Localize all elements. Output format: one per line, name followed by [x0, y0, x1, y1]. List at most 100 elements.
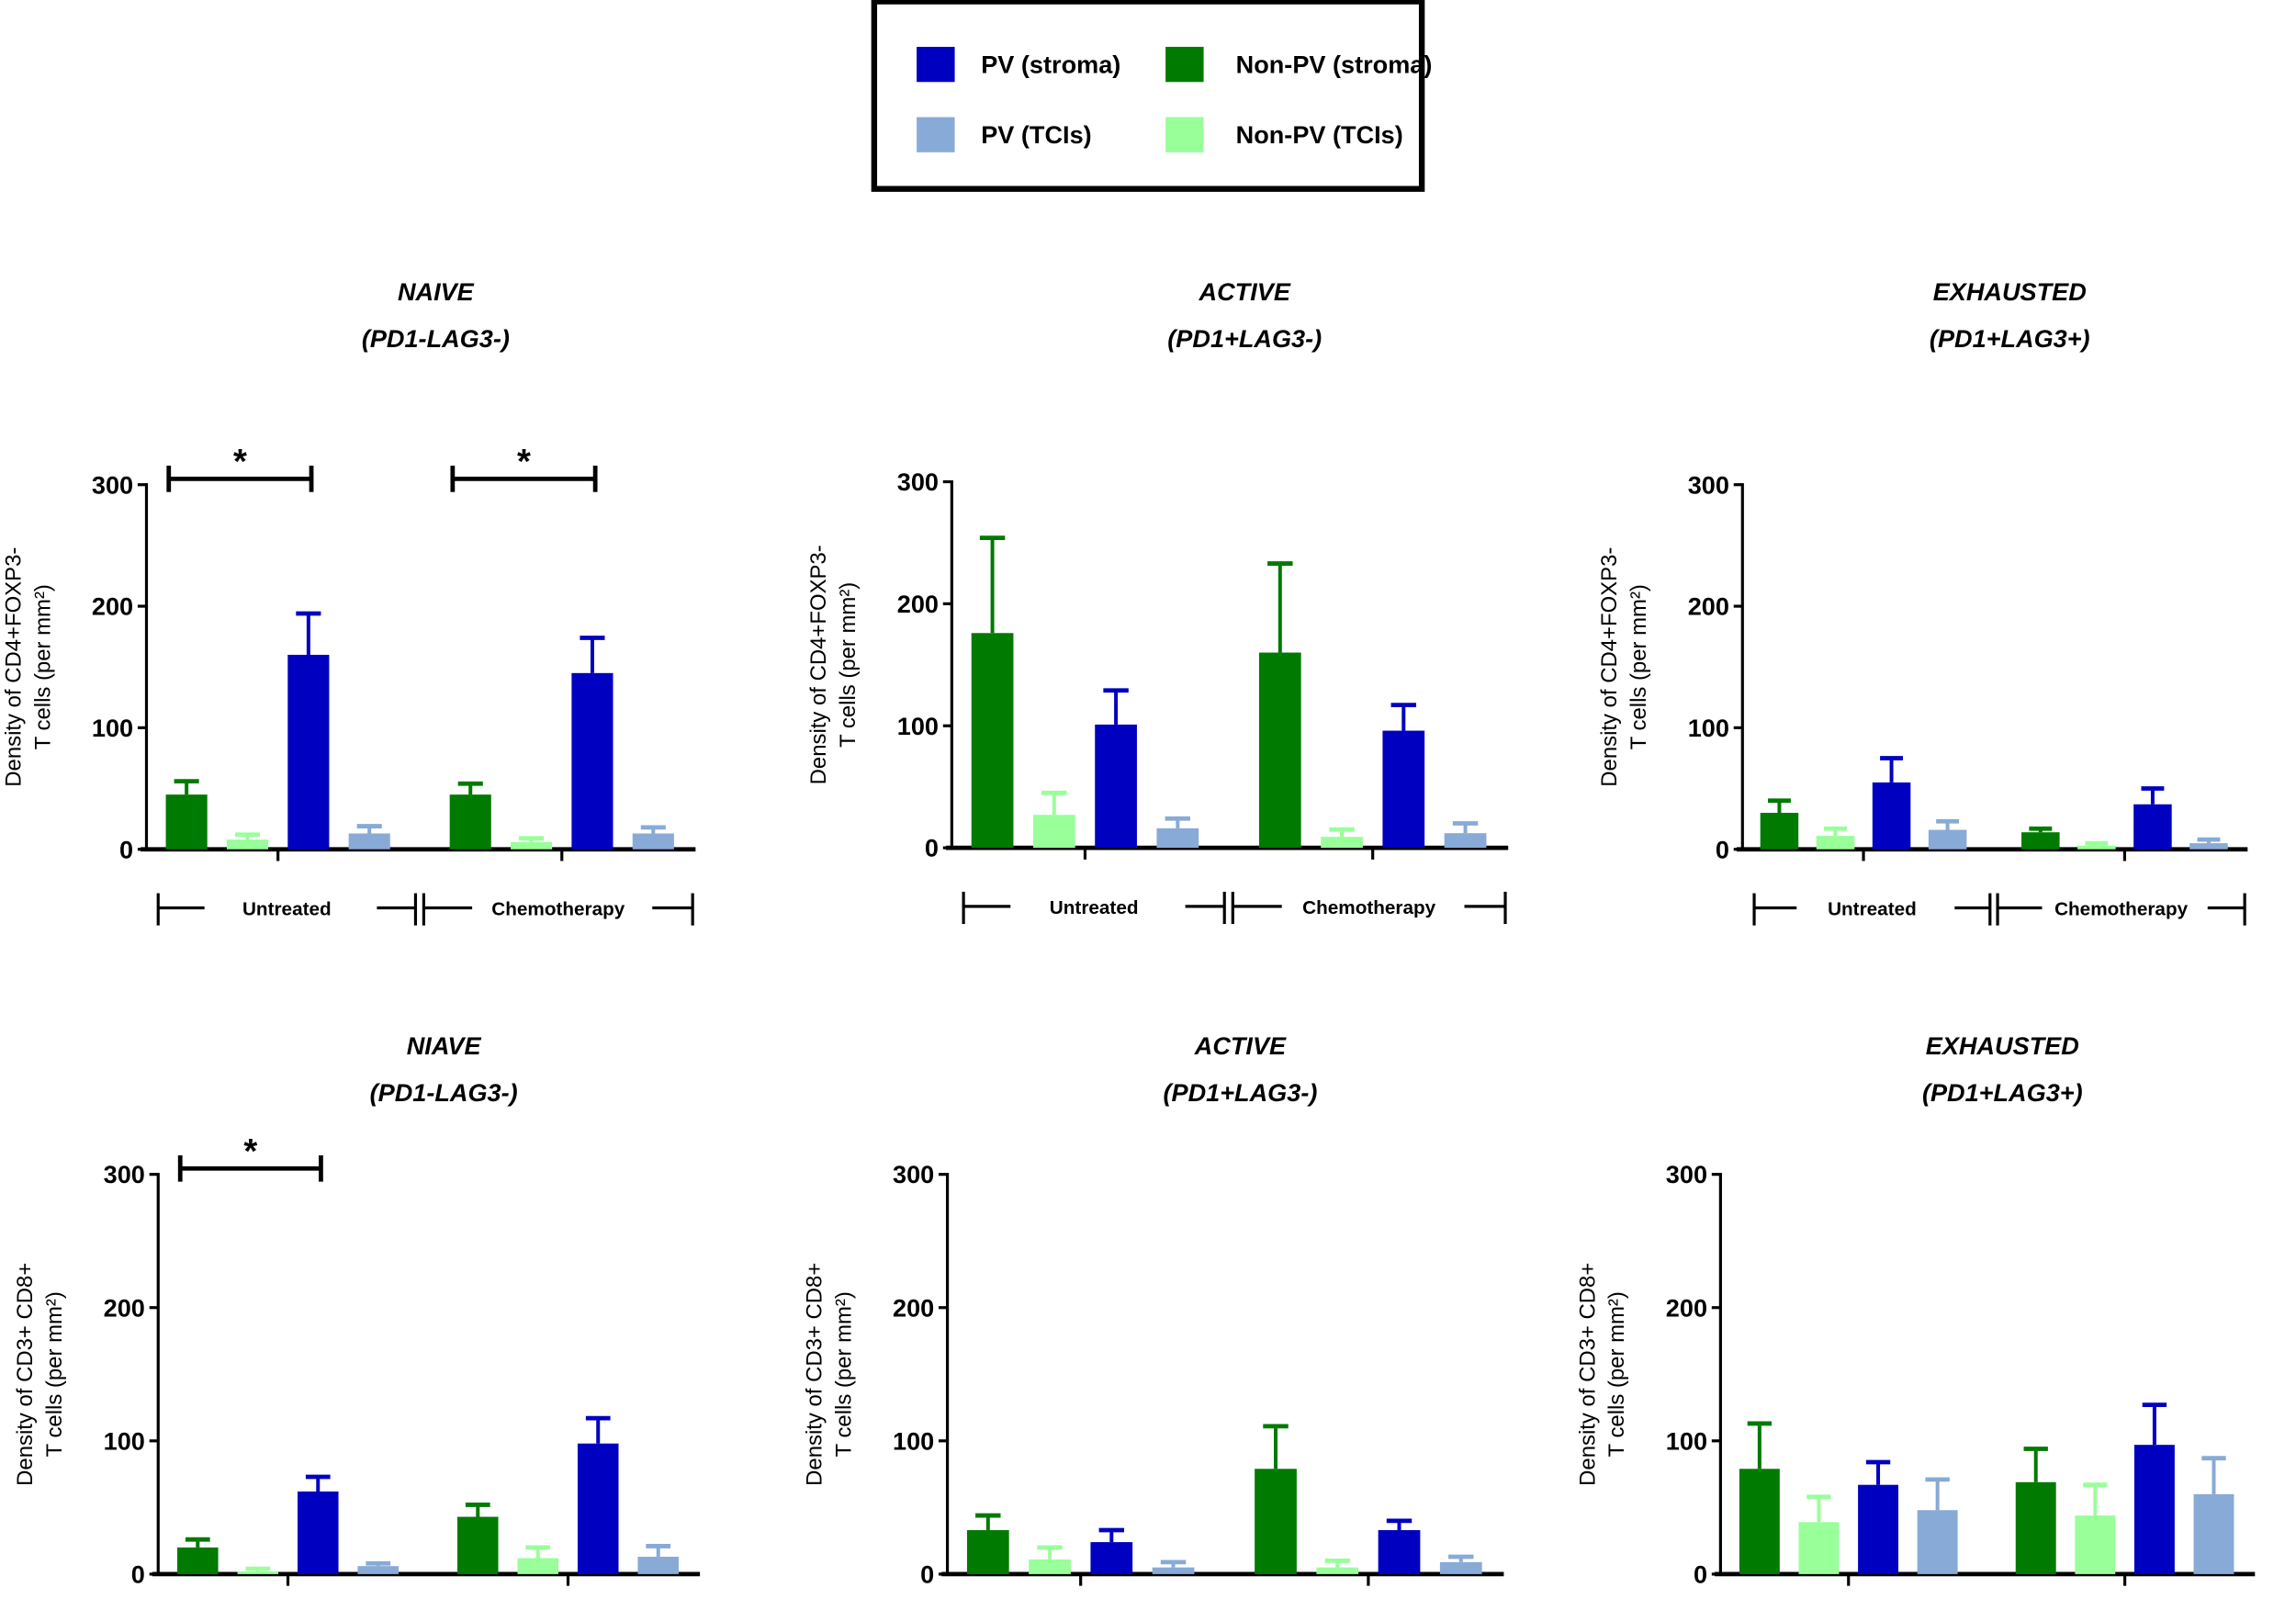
- bar-non-pv-stroma-chemotherapy: [1258, 652, 1301, 849]
- y-axis-label-line2: T cells (per mm²): [30, 584, 55, 749]
- y-axis-label-line2: T cells (per mm²): [836, 582, 861, 748]
- chart-panel-5: ACTIVE (PD1+LAG3-) Density of CD3+ CD8+ T c…: [802, 1031, 1504, 1588]
- chart-title-line1: EXHAUSTED: [1926, 1031, 2079, 1060]
- y-axis-label-line2: T cells (per mm²): [1626, 584, 1651, 749]
- bar-non-pv-stroma-untreated: [971, 633, 1014, 849]
- bar-non-pv-tcis-chemotherapy: [2075, 1515, 2116, 1574]
- y-axis-label-line2: T cells (per mm²): [831, 1291, 856, 1457]
- significance-star: *: [517, 442, 531, 481]
- y-tick-label: 0: [131, 1560, 145, 1588]
- chart-title-line2: (PD1+LAG3+): [1930, 324, 2090, 353]
- group-label-chemotherapy: Chemotherapy: [2054, 898, 2189, 919]
- bar-non-pv-stroma-chemotherapy: [457, 1516, 499, 1574]
- group-label-chemotherapy: Chemotherapy: [1302, 897, 1436, 918]
- y-tick-label: 0: [1716, 835, 1729, 863]
- legend-label-nonpv-stroma: Non-PV (stroma): [1236, 51, 1433, 79]
- y-axis-label-line2: T cells (per mm²): [1604, 1291, 1629, 1457]
- legend-label-pv-stroma: PV (stroma): [981, 51, 1120, 79]
- bar-pv-stroma-untreated: [1872, 782, 1911, 850]
- y-tick-label: 300: [92, 470, 133, 499]
- y-tick-label: 0: [1694, 1560, 1707, 1588]
- y-tick-label: 100: [104, 1426, 145, 1455]
- y-tick-label: 200: [893, 1293, 934, 1322]
- bar-non-pv-stroma-untreated: [966, 1530, 1009, 1574]
- bar-pv-stroma-untreated: [1090, 1542, 1133, 1574]
- y-tick-label: 300: [897, 467, 939, 496]
- group-label-untreated: Untreated: [242, 898, 332, 919]
- bar-non-pv-stroma-untreated: [165, 794, 208, 850]
- group-label-untreated: Untreated: [1828, 898, 1917, 919]
- bar-pv-stroma-untreated: [1858, 1484, 1899, 1574]
- y-axis-label-line2: T cells (per mm²): [42, 1291, 67, 1457]
- chart-title-line2: (PD1+LAG3-): [1164, 1078, 1318, 1107]
- y-tick-label: 300: [893, 1160, 934, 1188]
- bar-pv-stroma-chemotherapy: [2133, 1445, 2175, 1574]
- legend-swatch-pv-stroma: [917, 47, 955, 83]
- y-tick-label: 200: [104, 1293, 145, 1322]
- y-tick-label: 200: [897, 590, 939, 618]
- y-tick-label: 200: [1666, 1293, 1707, 1322]
- bar-pv-tcis-untreated: [1156, 828, 1199, 849]
- bar-non-pv-stroma-untreated: [1739, 1469, 1780, 1574]
- legend-label-pv-tcis: PV (TCIs): [981, 120, 1091, 149]
- y-tick-label: 0: [925, 834, 939, 862]
- bar-non-pv-tcis-untreated: [226, 839, 269, 850]
- bar-pv-tcis-untreated: [348, 833, 390, 850]
- bar-non-pv-tcis-chemotherapy: [511, 841, 553, 850]
- y-axis-label-line1: Density of CD3+ CD8+: [1575, 1263, 1600, 1486]
- bar-pv-tcis-chemotherapy: [632, 833, 674, 850]
- y-tick-label: 0: [920, 1560, 934, 1588]
- bar-pv-tcis-chemotherapy: [1444, 833, 1487, 849]
- bar-pv-stroma-untreated: [287, 654, 330, 850]
- chart-panel-4: NIAVE (PD1-LAG3-) Density of CD3+ CD8+ T ce…: [13, 1031, 701, 1588]
- y-tick-label: 200: [1688, 592, 1729, 621]
- chart-panel-2: ACTIVE (PD1+LAG3-) Density of CD4+FOXP3- T …: [806, 277, 1509, 925]
- bar-non-pv-stroma-untreated: [177, 1547, 219, 1574]
- legend-box: [871, 0, 1425, 192]
- chart-title-line2: (PD1+LAG3-): [1167, 324, 1322, 353]
- y-tick-label: 100: [92, 714, 133, 742]
- y-axis-label-line1: Density of CD4+FOXP3-: [1, 547, 26, 787]
- significance-star: *: [243, 1132, 257, 1171]
- y-tick-label: 100: [1688, 714, 1729, 742]
- bar-non-pv-tcis-chemotherapy: [1316, 1567, 1359, 1574]
- bar-non-pv-tcis-untreated: [1798, 1522, 1840, 1574]
- y-tick-label: 300: [1688, 470, 1729, 499]
- bar-non-pv-tcis-chemotherapy: [2077, 845, 2116, 850]
- chart-title-line2: (PD1-LAG3-): [370, 1078, 518, 1107]
- chart-panel-1: NAIVE (PD1-LAG3-) Density of CD4+FOXP3- T c…: [1, 277, 696, 926]
- y-tick-label: 200: [92, 592, 133, 621]
- bar-pv-stroma-chemotherapy: [577, 1443, 619, 1574]
- y-tick-label: 100: [893, 1426, 934, 1455]
- bar-pv-stroma-untreated: [297, 1491, 339, 1574]
- bar-pv-tcis-chemotherapy: [637, 1557, 679, 1574]
- legend-label-nonpv-tcis: Non-PV (TCIs): [1236, 120, 1403, 149]
- chart-title-line1: NIAVE: [407, 1031, 482, 1060]
- legend-swatch-nonpv-stroma: [1165, 47, 1204, 83]
- chart-title-line1: NAIVE: [398, 277, 475, 306]
- bar-non-pv-stroma-chemotherapy: [2015, 1481, 2056, 1574]
- bar-pv-tcis-untreated: [1152, 1567, 1195, 1574]
- bar-non-pv-tcis-untreated: [1816, 836, 1855, 850]
- chart-title-line2: (PD1+LAG3+): [1922, 1078, 2083, 1107]
- bar-non-pv-tcis-chemotherapy: [517, 1558, 559, 1574]
- bar-pv-tcis-untreated: [1928, 829, 1967, 850]
- bar-non-pv-stroma-chemotherapy: [2021, 832, 2060, 850]
- y-tick-label: 100: [897, 712, 939, 740]
- bar-pv-stroma-chemotherapy: [571, 672, 613, 850]
- chart-title-line2: (PD1-LAG3-): [362, 324, 510, 353]
- legend-swatch-pv-tcis: [917, 117, 955, 152]
- y-tick-label: 300: [104, 1160, 145, 1188]
- legend-swatch-nonpv-tcis: [1165, 117, 1204, 152]
- bar-non-pv-stroma-chemotherapy: [449, 794, 491, 850]
- bar-pv-tcis-chemotherapy: [1439, 1561, 1482, 1574]
- y-tick-label: 100: [1666, 1426, 1707, 1455]
- y-tick-label: 300: [1666, 1160, 1707, 1188]
- y-axis-label-line1: Density of CD4+FOXP3-: [1597, 547, 1622, 787]
- chart-title-line1: EXHAUSTED: [1933, 277, 2087, 306]
- bar-pv-stroma-chemotherapy: [2133, 804, 2172, 850]
- bar-non-pv-tcis-chemotherapy: [1321, 837, 1363, 849]
- y-axis-label-line1: Density of CD3+ CD8+: [13, 1263, 38, 1486]
- legend: PV (stroma) Non-PV (stroma) PV (TCIs) No…: [871, 0, 1433, 192]
